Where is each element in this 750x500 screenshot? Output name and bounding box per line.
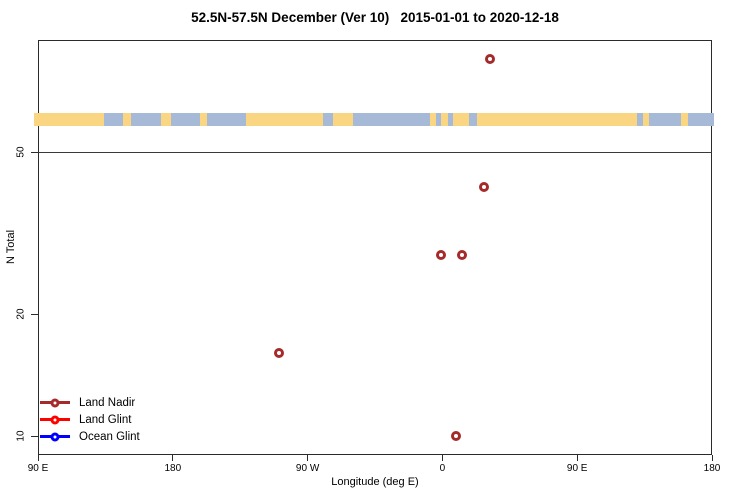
y-tick-mark bbox=[31, 313, 38, 315]
plot-area bbox=[38, 40, 712, 455]
legend-label: Land Nadir bbox=[79, 396, 136, 409]
x-axis-label: Longitude (deg E) bbox=[331, 476, 419, 488]
map-strip-segment-land bbox=[199, 112, 208, 127]
y-tick-mark bbox=[31, 435, 38, 437]
map-strip-segment-land bbox=[452, 112, 470, 127]
legend-item-ocean-glint: Ocean Glint bbox=[40, 428, 140, 445]
map-strip-segment-ocean bbox=[130, 112, 161, 127]
map-strip-segment-ocean bbox=[448, 112, 453, 127]
open-circle-icon bbox=[50, 432, 60, 441]
y-tick-label: 50 bbox=[15, 146, 27, 158]
legend-item-land-nadir: Land Nadir bbox=[40, 394, 140, 411]
map-strip-segment-land bbox=[680, 112, 689, 127]
land-glint-symbol-icon bbox=[40, 415, 70, 424]
x-tick-mark bbox=[441, 455, 443, 461]
chart-title: 52.5N-57.5N December (Ver 10) 2015-01-01… bbox=[191, 10, 559, 25]
data-point-land-nadir bbox=[485, 53, 496, 64]
x-tick-label: 180 bbox=[164, 463, 182, 474]
open-circle-icon bbox=[50, 398, 60, 407]
x-tick-label: 90 W bbox=[295, 463, 320, 474]
x-tick-mark bbox=[307, 455, 309, 461]
data-point-land-nadir bbox=[450, 431, 461, 442]
x-tick-label: 90 E bbox=[566, 463, 588, 474]
map-strip-segment-ocean bbox=[352, 112, 431, 127]
x-tick-mark bbox=[711, 455, 713, 461]
map-strip-segment-land bbox=[440, 112, 449, 127]
legend-label: Ocean Glint bbox=[79, 430, 140, 443]
map-strip-segment-land bbox=[246, 112, 323, 127]
x-tick-label: 0 bbox=[439, 463, 446, 474]
open-circle-icon bbox=[50, 415, 60, 424]
map-strip-segment-ocean bbox=[688, 112, 715, 127]
reference-line-n50 bbox=[38, 151, 712, 153]
map-strip-segment-ocean bbox=[436, 112, 441, 127]
x-tick-mark bbox=[37, 455, 39, 461]
land-nadir-symbol-icon bbox=[40, 398, 70, 407]
map-strip-segment-land bbox=[33, 112, 104, 127]
map-strip-segment-land bbox=[476, 112, 638, 127]
x-tick-mark bbox=[172, 455, 174, 461]
x-tick-label: 90 E bbox=[27, 463, 49, 474]
y-axis-label: N Total bbox=[5, 229, 17, 265]
map-strip-segment-ocean bbox=[637, 112, 644, 127]
map-strip-segment-ocean bbox=[469, 112, 477, 127]
data-point-land-nadir bbox=[456, 249, 467, 260]
legend-item-land-glint: Land Glint bbox=[40, 411, 140, 428]
y-tick-label: 20 bbox=[15, 308, 27, 320]
map-strip-segment-land bbox=[333, 112, 353, 127]
x-tick-mark bbox=[576, 455, 578, 461]
legend-label: Land Glint bbox=[79, 413, 132, 426]
map-strip-segment-ocean bbox=[207, 112, 247, 127]
data-point-land-nadir bbox=[435, 249, 446, 260]
y-tick-label: 10 bbox=[15, 430, 27, 442]
map-strip-segment-land bbox=[123, 112, 131, 127]
map-strip-segment-land bbox=[643, 112, 650, 127]
map-strip-segment-land bbox=[430, 112, 437, 127]
x-tick-label: 180 bbox=[703, 463, 721, 474]
map-strip-segment-ocean bbox=[103, 112, 124, 127]
legend: Land Nadir Land Glint Ocean Glint bbox=[40, 394, 140, 445]
y-tick-mark bbox=[31, 151, 38, 153]
data-point-land-nadir bbox=[274, 348, 285, 359]
map-strip-segment-land bbox=[160, 112, 172, 127]
data-point-land-nadir bbox=[479, 182, 490, 193]
map-strip-segment-ocean bbox=[171, 112, 200, 127]
map-strip-segment-ocean bbox=[649, 112, 681, 127]
map-strip-segment-ocean bbox=[322, 112, 334, 127]
ocean-glint-symbol-icon bbox=[40, 432, 70, 441]
